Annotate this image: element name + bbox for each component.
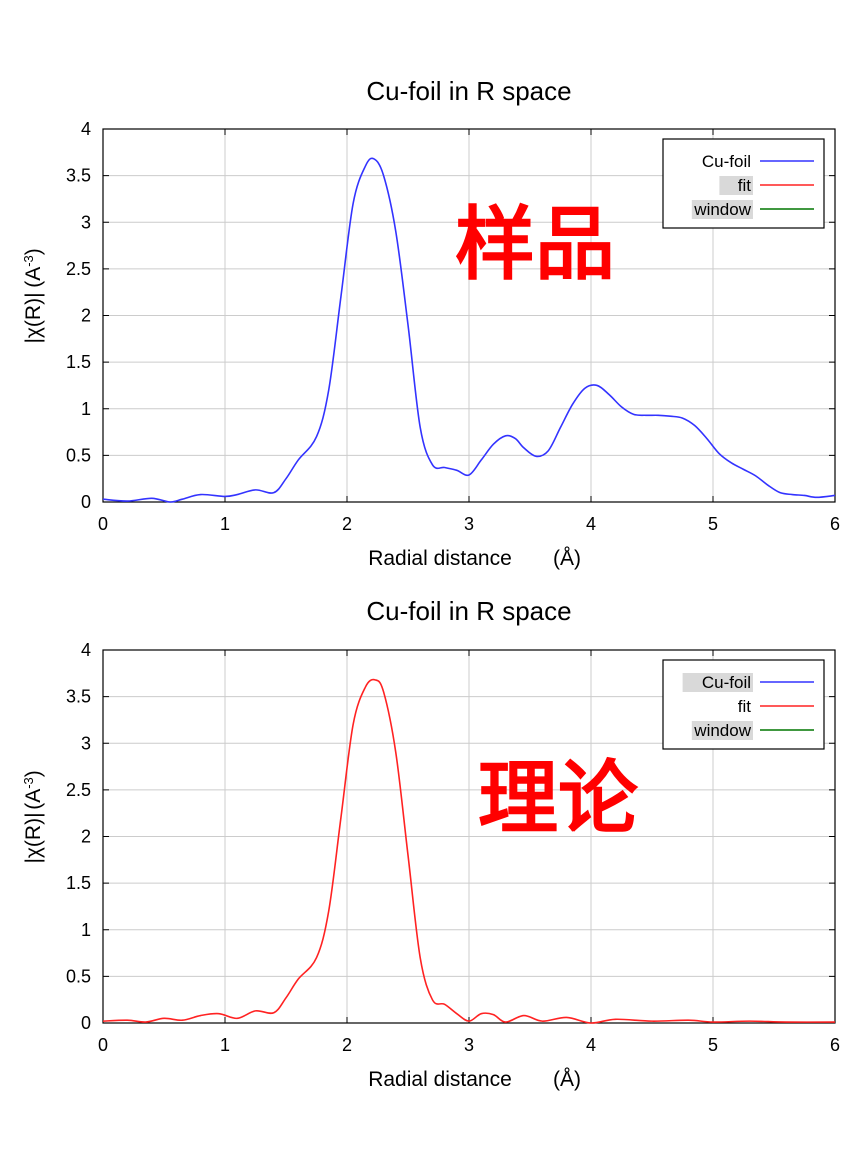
- y-tick-label: 1.5: [66, 352, 91, 372]
- y-tick-label: 2: [81, 306, 91, 326]
- chart-sample: Cu-foil in R space 0 0.5 1 1.5 2 2.5 3 3.5 4 0 1 2…: [21, 76, 841, 570]
- x-tick-label: 5: [708, 514, 718, 534]
- y-unit-base: (A: [22, 789, 45, 810]
- x-tick-label: 3: [464, 1035, 474, 1055]
- y-tick-label: 2: [81, 827, 91, 847]
- legend-label: window: [693, 200, 751, 219]
- legend-items: Cu-foil fit window: [691, 152, 814, 219]
- x-tick-label: 0: [98, 514, 108, 534]
- y-tick-labels: 0 0.5 1 1.5 2 2.5 3 3.5 4: [66, 640, 91, 1033]
- x-tick-label: 4: [586, 1035, 596, 1055]
- y-tick-label: 3.5: [66, 687, 91, 707]
- x-axis-unit: (Å): [553, 547, 581, 570]
- series-line-fit: [102, 678, 836, 1024]
- overlay-label: 理论: [478, 752, 639, 845]
- legend: Cu-foil fit window: [662, 659, 825, 750]
- y-axis-label: |χ(R)|: [22, 812, 45, 863]
- legend-label-highlight: [691, 200, 753, 219]
- y-tick-label: 3: [81, 212, 91, 232]
- y-tick-label: 2.5: [66, 259, 91, 279]
- x-axis-label: Radial distance: [368, 1068, 512, 1091]
- legend-label: window: [693, 721, 751, 740]
- y-axis-unit: (A-3): [21, 248, 46, 288]
- y-tick-label: 3.5: [66, 166, 91, 186]
- x-tick-label: 5: [708, 1035, 718, 1055]
- x-tick-labels: 0 1 2 3 4 5 6: [98, 1035, 840, 1055]
- series-layer: [102, 678, 836, 1024]
- y-unit-close: ): [22, 248, 45, 255]
- y-tick-labels: 0 0.5 1 1.5 2 2.5 3 3.5 4: [66, 119, 91, 512]
- y-unit-base: (A: [22, 267, 45, 288]
- legend-label-highlight: [719, 176, 753, 195]
- chart-theory: Cu-foil in R space 0 0.5 1 1.5 2 2.5 3 3.5 4 0 1 2…: [21, 596, 841, 1091]
- y-unit-exponent: -3: [21, 255, 36, 267]
- x-tick-label: 1: [220, 514, 230, 534]
- x-tick-label: 3: [464, 514, 474, 534]
- x-tick-label: 6: [830, 514, 840, 534]
- y-unit-exponent: -3: [21, 777, 36, 789]
- x-axis-label: Radial distance: [368, 547, 512, 570]
- y-axis-label: |χ(R)|: [22, 292, 45, 343]
- x-tick-label: 2: [342, 514, 352, 534]
- y-tick-label: 0: [81, 492, 91, 512]
- y-tick-label: 1: [81, 920, 91, 940]
- y-tick-label: 0: [81, 1013, 91, 1033]
- series-line-cu-foil: [102, 157, 836, 503]
- y-tick-label: 1.5: [66, 873, 91, 893]
- y-axis-unit: (A-3): [21, 770, 46, 810]
- x-tick-label: 0: [98, 1035, 108, 1055]
- series-layer: [102, 157, 836, 503]
- x-tick-label: 6: [830, 1035, 840, 1055]
- legend-label: Cu-foil: [702, 673, 751, 692]
- tick-marks: [102, 128, 836, 503]
- legend-label-highlight: [691, 721, 753, 740]
- legend-label: fit: [738, 697, 752, 716]
- legend-label: Cu-foil: [702, 152, 751, 171]
- legend: Cu-foil fit window: [662, 138, 825, 229]
- chart-title: Cu-foil in R space: [366, 76, 571, 106]
- x-tick-labels: 0 1 2 3 4 5 6: [98, 514, 840, 534]
- y-tick-label: 4: [81, 119, 91, 139]
- chart-title: Cu-foil in R space: [366, 596, 571, 626]
- y-tick-label: 3: [81, 733, 91, 753]
- x-tick-label: 1: [220, 1035, 230, 1055]
- grid: [103, 129, 835, 502]
- y-tick-label: 0.5: [66, 966, 91, 986]
- x-axis-unit: (Å): [553, 1068, 581, 1091]
- x-tick-label: 2: [342, 1035, 352, 1055]
- legend-label-highlight: [682, 673, 753, 692]
- y-tick-label: 2.5: [66, 780, 91, 800]
- y-tick-label: 0.5: [66, 445, 91, 465]
- legend-label: fit: [738, 176, 752, 195]
- tick-marks: [102, 649, 836, 1024]
- y-tick-label: 1: [81, 399, 91, 419]
- overlay-label: 样品: [455, 198, 615, 291]
- legend-items: Cu-foil fit window: [682, 673, 814, 740]
- y-tick-label: 4: [81, 640, 91, 660]
- y-unit-close: ): [22, 770, 45, 777]
- x-tick-label: 4: [586, 514, 596, 534]
